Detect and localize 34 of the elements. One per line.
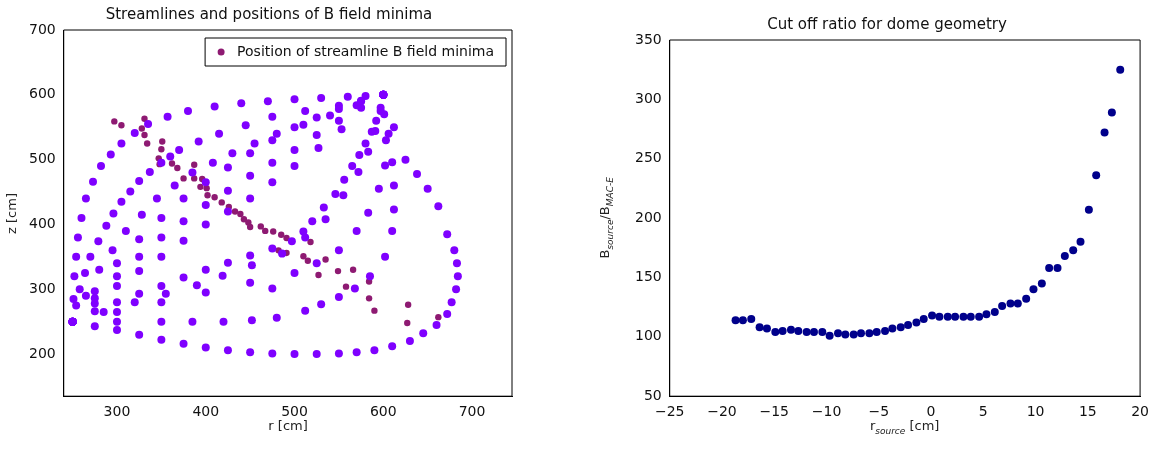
x-axis-title: r [cm] [268,418,308,434]
y-tick-label: 500 [28,150,56,167]
x-tick-label: −10 [811,403,842,420]
x-tick-label: 500 [281,403,308,420]
y-tick-label: 400 [28,215,56,232]
x-tick-label: 600 [369,403,397,420]
x-tick-label: −15 [759,403,790,420]
x-tick-label: 700 [458,403,486,420]
x-tick-label: −5 [868,403,890,420]
y-tick-label: 100 [634,327,662,344]
x-tick-label: 5 [978,403,988,420]
y-tick-label: 600 [28,85,56,102]
y-tick-label: 50 [643,386,662,403]
y-tick-label: 200 [634,208,662,225]
y-tick-label: 700 [28,20,56,37]
y-tick-label: 250 [634,149,662,166]
chart-title: Streamlines and positions of B field minima [105,4,433,23]
chart-title: Cut off ratio for dome geometry [767,14,1007,33]
x-tick-label: 400 [192,403,220,420]
x-axis-title: r$_{source}$ [cm] [869,418,940,436]
y-tick-label: 200 [28,344,56,361]
y-tick-label: 300 [28,279,56,296]
y-tick-label: 150 [634,268,662,285]
x-tick-label: 300 [103,403,131,420]
y-tick-label: 350 [634,30,662,47]
x-tick-label: 15 [1078,403,1097,420]
x-tick-label: 20 [1131,403,1150,420]
x-tick-label: 0 [926,403,936,420]
y-tick-label: 300 [634,90,662,107]
x-tick-label: −25 [654,403,685,420]
x-tick-label: 10 [1026,403,1045,420]
x-tick-label: −20 [707,403,737,420]
y-axis-title: z [cm] [3,192,19,234]
legend-label: Position of streamline B field minima [237,42,494,59]
